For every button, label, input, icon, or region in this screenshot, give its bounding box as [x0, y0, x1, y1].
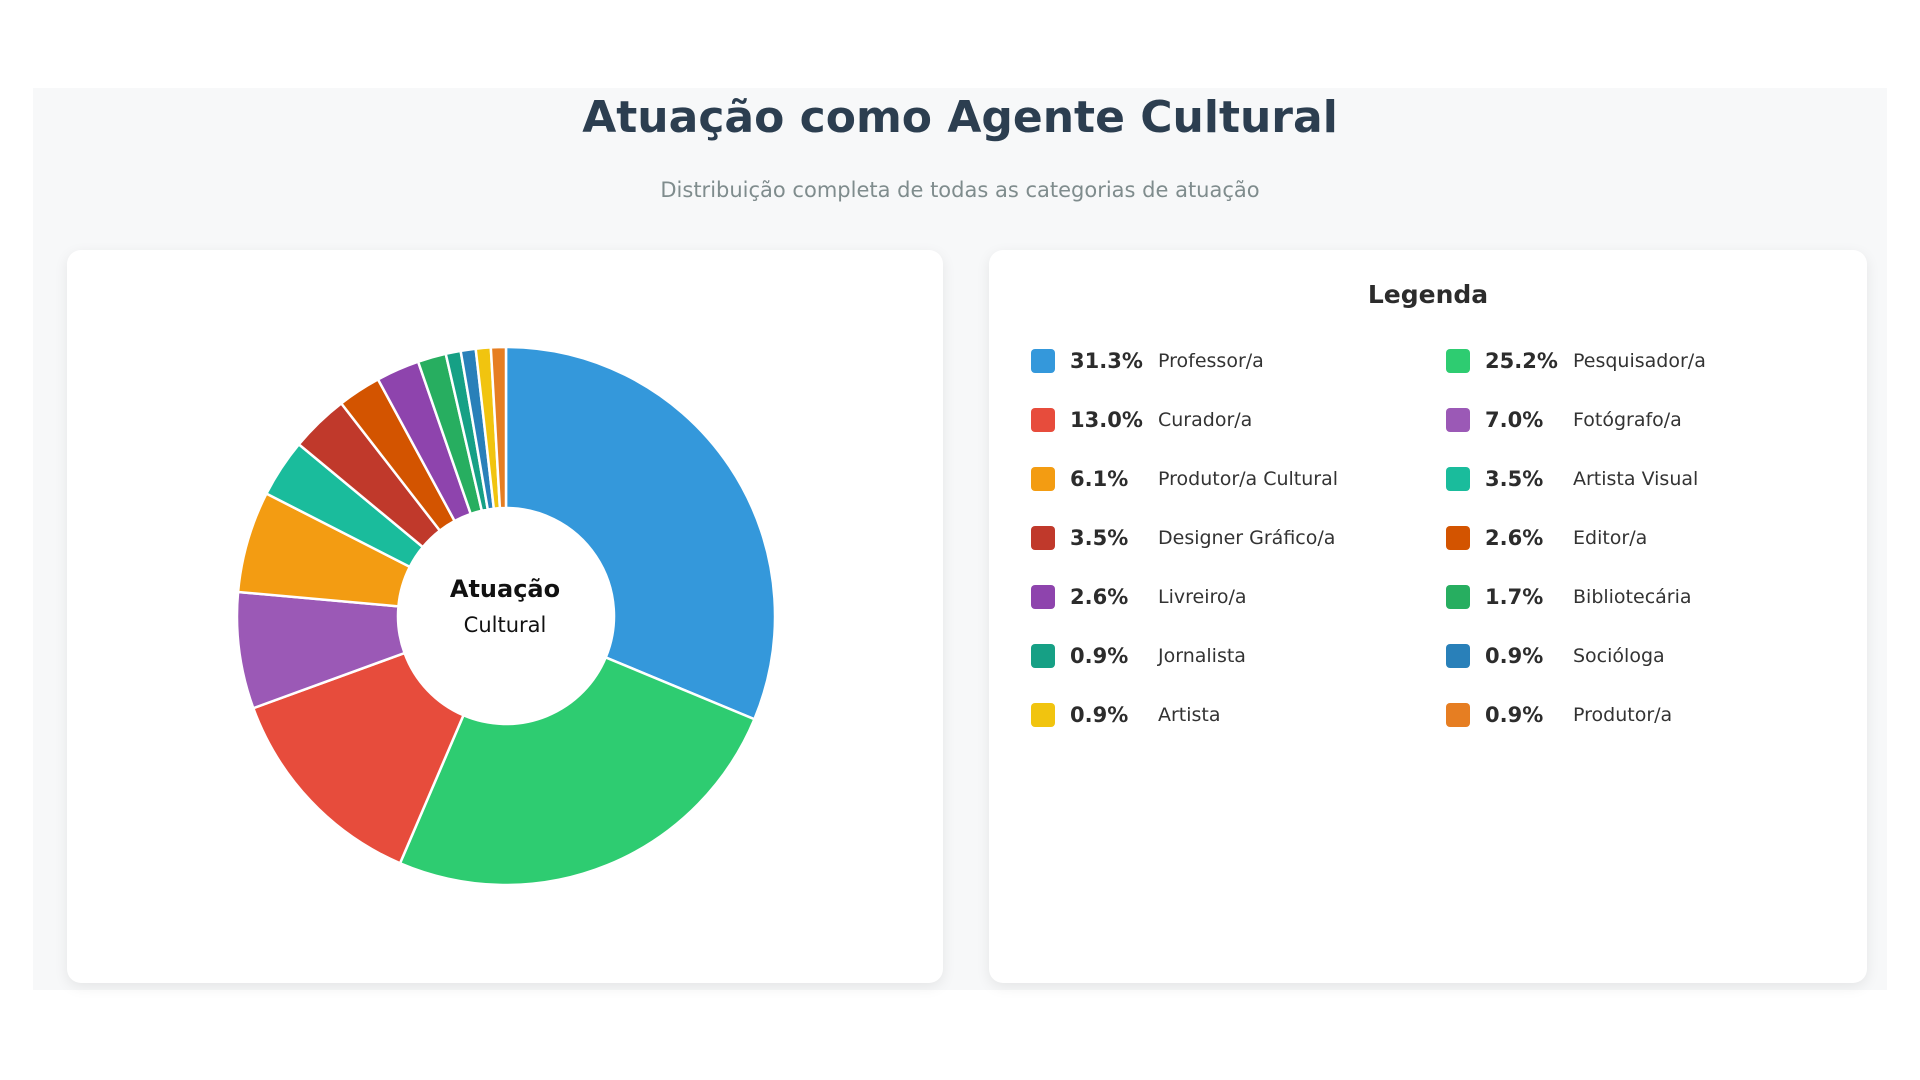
legend-card: Legenda 31.3% Professor/a 25.2% Pesquisa…: [989, 250, 1867, 983]
legend-swatch: [1446, 349, 1470, 373]
legend-label: Professor/a: [1158, 350, 1264, 372]
legend-percent: 0.9%: [1485, 644, 1544, 668]
legend-percent: 25.2%: [1485, 349, 1558, 373]
donut-slice-professor-a: [504, 345, 777, 721]
legend-label: Artista: [1158, 704, 1221, 726]
center-label-line-2: Cultural: [463, 613, 547, 637]
legend-percent: 31.3%: [1070, 349, 1143, 373]
legend-label: Pesquisador/a: [1573, 350, 1706, 372]
donut-slice-produtor-a: [489, 345, 508, 510]
donut-slice-curador-a: [251, 651, 466, 865]
legend-label: Produtor/a Cultural: [1158, 468, 1339, 490]
legend-title: Legenda: [1367, 280, 1489, 309]
legend-percent: 2.6%: [1485, 526, 1544, 550]
legend-label: Bibliotecária: [1573, 586, 1692, 608]
legend-swatch: [1446, 644, 1470, 668]
legend-percent: 3.5%: [1485, 467, 1544, 491]
legend-swatch: [1031, 644, 1055, 668]
legend-swatch: [1446, 526, 1470, 550]
donut-chart: [235, 345, 777, 887]
legend-swatch: [1446, 585, 1470, 609]
legend-swatch: [1031, 703, 1055, 727]
legend-percent: 3.5%: [1070, 526, 1129, 550]
legend-percent: 2.6%: [1070, 585, 1129, 609]
page-subtitle: Distribuição completa de todas as catego…: [660, 178, 1260, 202]
legend-swatch: [1031, 408, 1055, 432]
legend-swatch: [1031, 467, 1055, 491]
legend-label: Socióloga: [1573, 645, 1665, 667]
legend-percent: 0.9%: [1070, 644, 1129, 668]
legend-swatch: [1446, 467, 1470, 491]
legend-swatch: [1031, 349, 1055, 373]
legend-swatch: [1446, 408, 1470, 432]
legend-label: Editor/a: [1573, 527, 1648, 549]
legend-swatch: [1446, 703, 1470, 727]
legend-label: Artista Visual: [1573, 468, 1699, 490]
legend-label: Fotógrafo/a: [1573, 409, 1682, 431]
chart-card: Atuação Cultural: [67, 250, 943, 983]
donut-slice-pesquisador-a: [398, 655, 757, 887]
legend-label: Produtor/a: [1573, 704, 1673, 726]
legend-label: Livreiro/a: [1158, 586, 1247, 608]
legend-percent: 7.0%: [1485, 408, 1544, 432]
legend-percent: 13.0%: [1070, 408, 1143, 432]
legend-label: Jornalista: [1158, 645, 1246, 667]
legend-swatch: [1031, 585, 1055, 609]
page-title: Atuação como Agente Cultural: [582, 92, 1338, 143]
legend-percent: 6.1%: [1070, 467, 1129, 491]
legend-label: Curador/a: [1158, 409, 1253, 431]
legend-percent: 1.7%: [1485, 585, 1544, 609]
legend-percent: 0.9%: [1070, 703, 1129, 727]
legend-swatch: [1031, 526, 1055, 550]
legend-percent: 0.9%: [1485, 703, 1544, 727]
center-label-line-1: Atuação: [449, 575, 561, 603]
legend-label: Designer Gráfico/a: [1158, 527, 1336, 549]
